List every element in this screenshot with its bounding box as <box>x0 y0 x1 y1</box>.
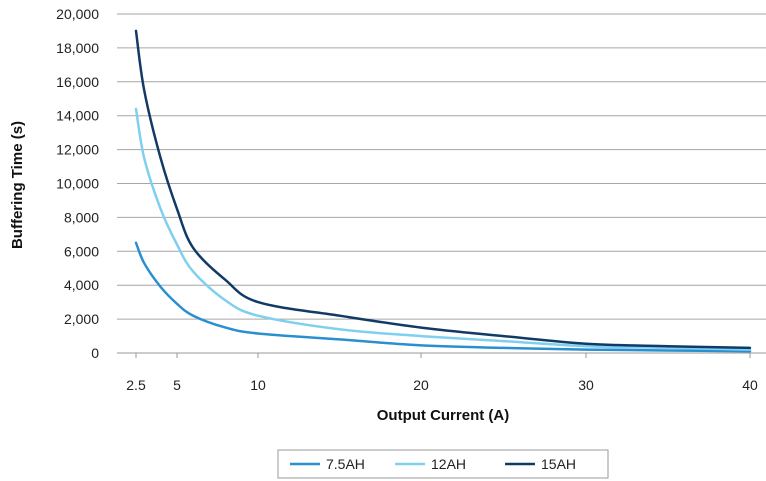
series-line-12ah <box>134 107 752 351</box>
x-tick-label: 10 <box>250 377 266 393</box>
y-tick-label: 12,000 <box>56 142 99 158</box>
y-tick-label: 2,000 <box>64 311 99 327</box>
legend-label: 15AH <box>541 456 576 472</box>
series-line-15ah <box>134 29 752 350</box>
series-lines <box>134 29 752 353</box>
x-tick-label: 20 <box>413 377 429 393</box>
y-tick-label: 4,000 <box>64 277 99 293</box>
legend-label: 12AH <box>431 456 466 472</box>
y-tick-label: 10,000 <box>56 176 99 192</box>
y-tick-label: 14,000 <box>56 108 99 124</box>
x-axis-tick-labels: 2.5 5 10 20 30 40 <box>126 353 758 393</box>
y-tick-label: 16,000 <box>56 74 99 90</box>
x-tick-label: 30 <box>578 377 594 393</box>
y-axis-title: Buffering Time (s) <box>9 121 26 249</box>
y-tick-label: 6,000 <box>64 243 99 259</box>
legend: 7.5AH 12AH 15AH <box>277 449 609 479</box>
x-tick-label: 40 <box>742 377 758 393</box>
y-tick-label: 0 <box>91 345 99 361</box>
y-tick-label: 8,000 <box>64 209 99 225</box>
y-axis-tick-labels: 0 2,000 4,000 6,000 8,000 10,000 12,000 14,000 1… <box>56 6 99 361</box>
gridlines <box>117 13 766 320</box>
y-tick-label: 20,000 <box>56 6 99 22</box>
series-line-7-5ah <box>134 241 752 353</box>
x-tick-label: 2.5 <box>126 377 146 393</box>
x-axis-title: Output Current (A) <box>377 407 509 424</box>
y-tick-label: 18,000 <box>56 40 99 56</box>
legend-label: 7.5AH <box>326 456 365 472</box>
x-tick-label: 5 <box>173 377 181 393</box>
legend-box <box>277 449 609 479</box>
